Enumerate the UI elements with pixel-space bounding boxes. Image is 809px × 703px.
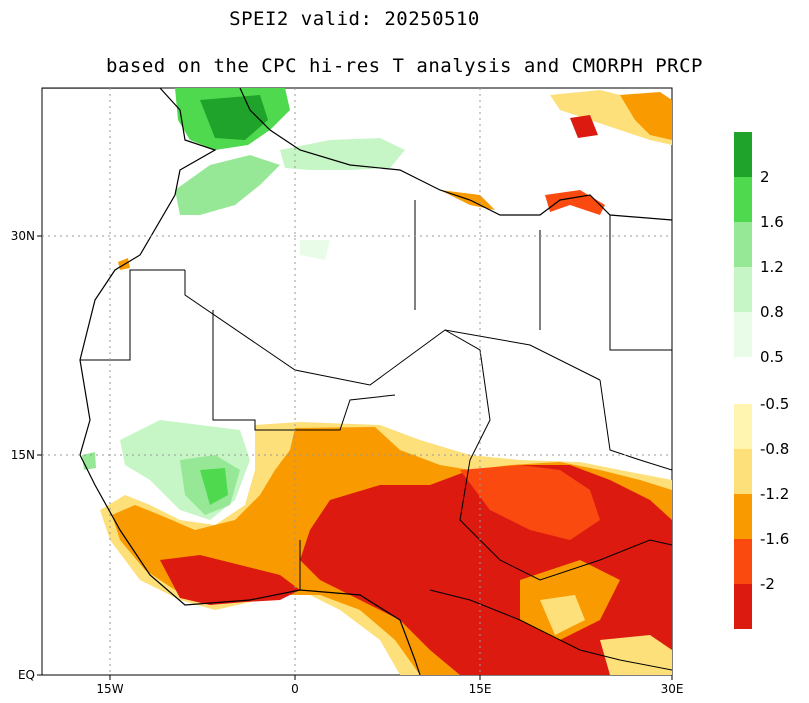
graticule xyxy=(42,88,672,675)
colorbar-wet: 2 1.6 1.2 0.8 0.5 xyxy=(734,132,784,366)
x-tick-15e: 15E xyxy=(469,682,492,696)
colorbar-dry-label-0-5: -0.5 xyxy=(760,395,789,413)
map-plot-area xyxy=(41,87,673,676)
colorbar-dry-swatch-1 xyxy=(734,404,752,449)
colorbar-dry-swatch-4 xyxy=(734,539,752,584)
y-tick-15n: 15N xyxy=(11,448,35,462)
dry-anomaly-sahel xyxy=(100,422,672,675)
colorbar-dry-swatch-3 xyxy=(734,494,752,539)
country-borders xyxy=(80,200,672,671)
y-tick-30n: 30N xyxy=(11,229,35,243)
colorbar-wet-label-1-2: 1.2 xyxy=(760,258,784,276)
wet-anomaly-north xyxy=(175,88,405,260)
colorbar-wet-label-1-6: 1.6 xyxy=(760,213,784,231)
x-tick-15w: 15W xyxy=(96,682,123,696)
colorbar-wet-label-2: 2 xyxy=(760,168,770,186)
y-tick-eq: EQ xyxy=(18,668,35,682)
colorbar-dry-swatch-2 xyxy=(734,449,752,494)
x-tick-0: 0 xyxy=(291,682,299,696)
colorbar-wet-swatch-5 xyxy=(734,312,752,357)
colorbar-dry-label-1-6: -1.6 xyxy=(760,530,789,548)
colorbar-dry-label-1-2: -1.2 xyxy=(760,485,789,503)
colorbar-dry: -0.5 -0.8 -1.2 -1.6 -2 xyxy=(734,395,789,629)
colorbar-dry-label-0-8: -0.8 xyxy=(760,440,789,458)
colorbar-wet-swatch-3 xyxy=(734,222,752,267)
wet-anomaly-west-africa xyxy=(82,420,250,520)
colorbar-wet-label-0-8: 0.8 xyxy=(760,303,784,321)
dry-anomaly-mediterranean xyxy=(118,90,672,270)
map-title: SPEI2 valid: 20250510 xyxy=(229,8,480,30)
colorbar-wet-swatch-2 xyxy=(734,177,752,222)
colorbar-wet-label-0-5: 0.5 xyxy=(760,348,784,366)
map-subtitle: based on the CPC hi-res T analysis and C… xyxy=(106,55,703,77)
colorbar-dry-swatch-5 xyxy=(734,584,752,629)
axis-ticks xyxy=(37,235,673,680)
colorbar-wet-swatch-1 xyxy=(734,132,752,177)
colorbar-wet-swatch-4 xyxy=(734,267,752,312)
colorbar-dry-label-2: -2 xyxy=(760,575,775,593)
coastline xyxy=(42,88,672,675)
x-tick-30e: 30E xyxy=(661,682,684,696)
